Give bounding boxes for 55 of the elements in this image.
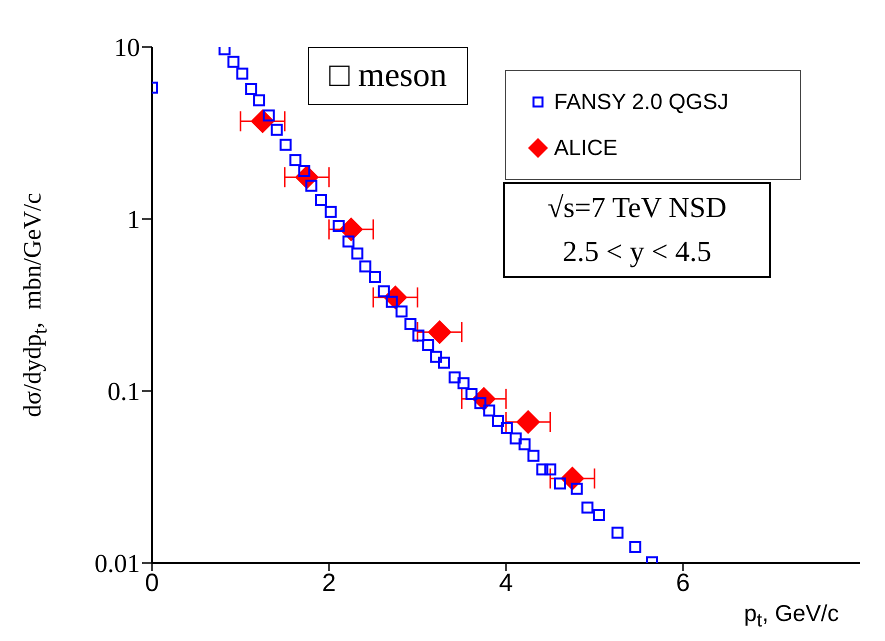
annotation: 2.5 < y < 4.5 — [562, 235, 712, 270]
x-tick-label: 0 — [145, 568, 159, 597]
point — [404, 318, 416, 330]
point — [378, 285, 390, 298]
point — [253, 94, 266, 106]
point — [359, 260, 372, 272]
point — [536, 463, 548, 476]
x-tick-label: 6 — [676, 568, 690, 597]
point — [412, 330, 424, 342]
x-tick-label: 4 — [499, 568, 514, 597]
point — [430, 350, 442, 363]
legend-label: FANSY 2.0 QGSJ — [554, 89, 728, 115]
point — [324, 206, 337, 218]
point — [438, 356, 450, 369]
point — [270, 124, 283, 136]
point — [236, 68, 248, 80]
point — [570, 482, 583, 495]
x-tick-label: 2 — [322, 568, 336, 597]
y-tick-label: 0.1 — [108, 377, 140, 406]
point — [544, 463, 556, 476]
point — [280, 138, 292, 151]
point — [396, 305, 408, 318]
legend-label: ALICE — [554, 135, 618, 161]
x-axis-title: p$_{t}$, GeV/c — [744, 600, 839, 633]
annotation: □ meson — [308, 47, 468, 105]
point — [527, 450, 540, 462]
point — [448, 371, 461, 384]
point — [342, 235, 354, 248]
point — [612, 526, 624, 539]
point — [332, 220, 345, 232]
point — [483, 404, 496, 417]
point — [500, 422, 513, 434]
point — [465, 388, 478, 400]
y-tick-label: 1 — [127, 205, 140, 234]
point — [227, 56, 240, 68]
point — [369, 271, 382, 284]
point — [554, 477, 566, 490]
point — [315, 194, 328, 206]
point — [516, 410, 540, 434]
point — [289, 154, 302, 166]
point — [592, 509, 605, 522]
point — [305, 180, 318, 192]
point — [428, 320, 452, 344]
point — [422, 339, 434, 352]
point — [458, 377, 470, 390]
point — [510, 432, 522, 444]
point — [629, 540, 642, 553]
point — [245, 82, 258, 95]
point — [518, 438, 531, 450]
point — [581, 502, 594, 514]
y-tick-label: 10 — [114, 33, 140, 62]
point — [351, 248, 364, 260]
y-tick-label: 0.01 — [94, 549, 140, 578]
point — [492, 414, 504, 427]
annotation: √s=7 TeV NSD — [546, 191, 728, 226]
